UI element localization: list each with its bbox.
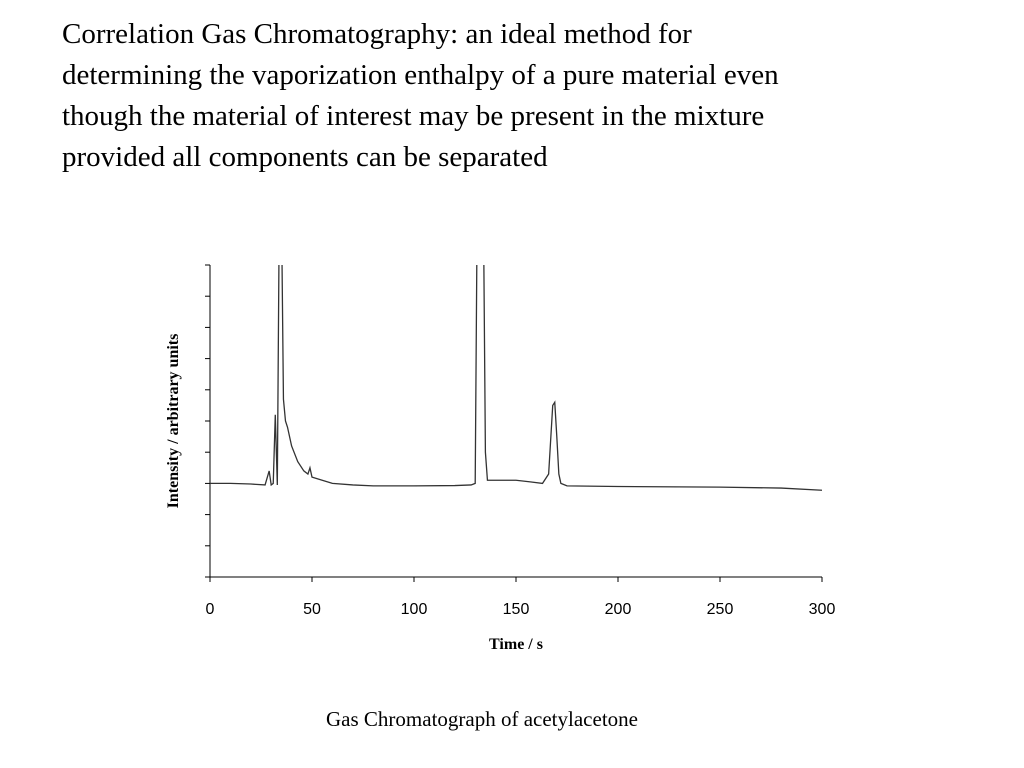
heading-line: provided all components can be separated <box>62 141 548 173</box>
heading: Correlation Gas Chromatography: an ideal… <box>62 14 779 178</box>
x-tick-label: 150 <box>503 601 530 618</box>
caption: Gas Chromatograph of acetylacetone <box>326 707 638 731</box>
x-tick-label: 100 <box>401 601 428 618</box>
heading-line: Correlation Gas Chromatography: an ideal… <box>62 18 692 50</box>
data-line <box>210 265 823 491</box>
heading-line: determining the vaporization enthalpy of… <box>62 59 779 91</box>
x-tick-label: 0 <box>206 601 215 618</box>
x-axis-title: Time / s <box>489 636 543 653</box>
x-tick-label: 250 <box>707 601 734 618</box>
x-tick-label: 200 <box>605 601 632 618</box>
x-tick-label: 300 <box>809 601 836 618</box>
heading-line: though the material of interest may be p… <box>62 100 765 132</box>
y-axis-title: Intensity / arbitrary units <box>165 334 182 509</box>
x-tick-label: 50 <box>303 601 321 618</box>
